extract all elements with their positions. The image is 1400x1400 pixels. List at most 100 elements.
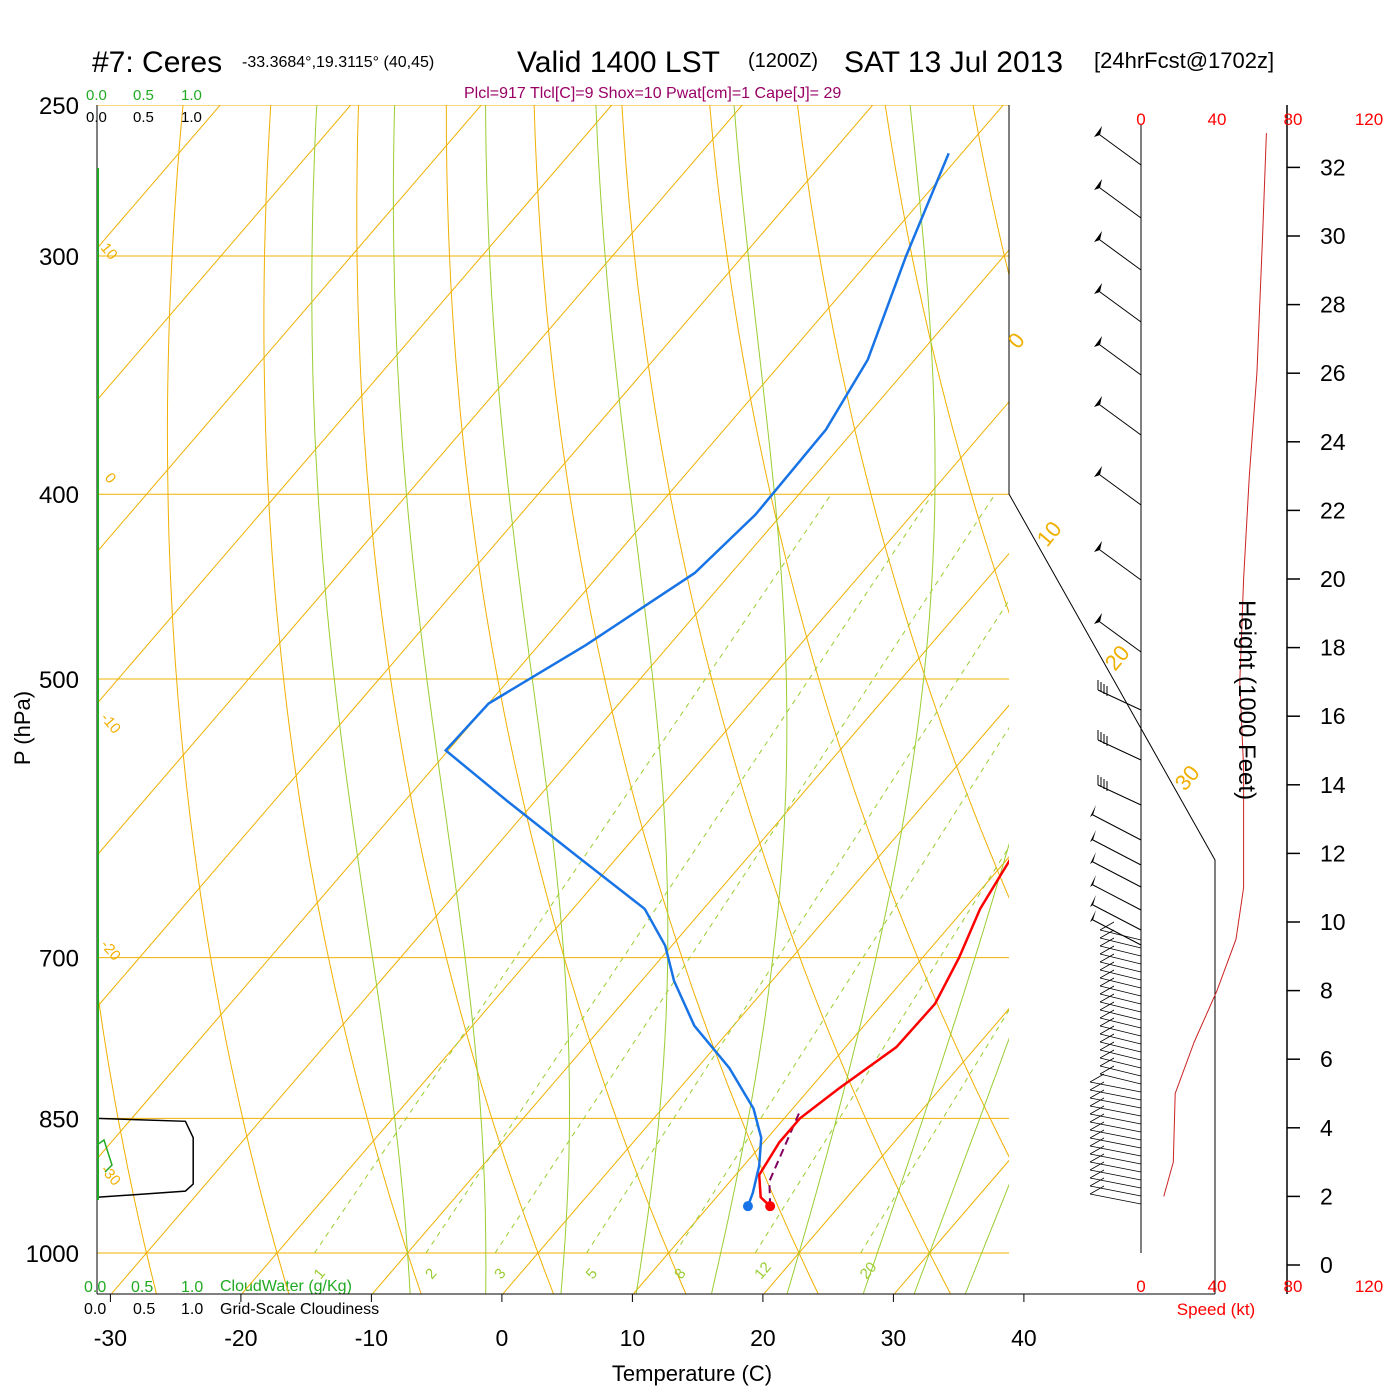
- wind-barb: [1099, 1025, 1142, 1037]
- x-tick-label: 30: [881, 1325, 907, 1351]
- isotherm-line: [1156, 71, 1400, 1293]
- wind-feather: [1089, 1073, 1105, 1083]
- cloudwater-label: CloudWater (g/Kg): [220, 1278, 352, 1295]
- cloudiness-profile: [96, 168, 194, 1200]
- dry-adiabat: [166, 105, 290, 1294]
- wind-feather: [1099, 945, 1115, 955]
- cw-bot-tick-2: 1.0: [181, 1279, 203, 1296]
- wind-feather: [1089, 1177, 1105, 1187]
- wind-barbs: [1089, 126, 1142, 1205]
- station-coords: -33.3684°,19.3115° (40,45): [242, 54, 434, 71]
- mixing-ratio-line: [314, 493, 832, 1254]
- wind-feather: [1089, 1081, 1105, 1091]
- moist-adiabat: [965, 1183, 1009, 1294]
- wind-barb: [1097, 689, 1142, 711]
- wind-feather: [1099, 1025, 1115, 1035]
- cloudwater-line: [96, 1138, 113, 1173]
- dry-adiabat: [1054, 71, 1400, 1293]
- isotherm-label: 10: [97, 240, 121, 264]
- dry-adiabat: [972, 105, 1009, 278]
- surface-dewpoint-dot: [742, 1201, 753, 1212]
- wind-barb: [1089, 1169, 1142, 1181]
- isotherm-line: [97, 105, 221, 250]
- wind-pennant: [1094, 283, 1102, 294]
- temperature-line: [757, 858, 1009, 1208]
- height-tick-label: 26: [1320, 360, 1346, 386]
- x-tick-label: -30: [94, 1325, 127, 1351]
- wind-pennant: [1090, 852, 1096, 864]
- height-tick-label: 14: [1320, 772, 1346, 798]
- mixing-ratio-label: 3: [491, 1265, 509, 1282]
- isotherm-label: 0: [101, 470, 119, 487]
- isotherm-line: [633, 856, 1009, 1294]
- wind-barb: [1099, 474, 1142, 506]
- moist-adiabat: [711, 105, 788, 1294]
- moist-adiabat: [913, 1037, 1009, 1294]
- wind-barb: [1092, 861, 1142, 888]
- wind-barb: [1099, 929, 1142, 941]
- wind-barb: [1099, 961, 1142, 973]
- height-tick-label: 20: [1320, 566, 1346, 592]
- isotherm-line: [1025, 71, 1400, 1293]
- isotherm-line: [241, 401, 1009, 1294]
- height-tick-label: 0: [1320, 1252, 1333, 1278]
- wind-barb: [1089, 1161, 1142, 1173]
- wind-barb: [1099, 1057, 1142, 1069]
- wind-barb: [1097, 739, 1142, 761]
- isotherm-line: [97, 105, 613, 705]
- skewt-grid: 1 2 3 5 8 12 20: [0, 71, 1400, 1294]
- station-title: #7: Ceres: [92, 46, 222, 79]
- dry-adiabat: [533, 105, 819, 1294]
- x-tick-label: 0: [495, 1325, 508, 1351]
- isotherm-line: [763, 1008, 1009, 1294]
- p-tick-label: 500: [39, 667, 79, 694]
- p-tick-label: 250: [39, 93, 79, 120]
- cw-bot-tick-0: 0.0: [84, 1279, 106, 1296]
- cloudiness-bottom-ticks: 0.0 0.5 1.0 Grid-Scale Cloudiness: [84, 1301, 379, 1318]
- dry-adiabat: [356, 105, 554, 1294]
- cloudiness-label: Grid-Scale Cloudiness: [220, 1301, 379, 1318]
- wind-barb: [1099, 344, 1142, 376]
- height-axis-title: Height (1000 Feet): [1233, 600, 1260, 800]
- wind-barb: [1099, 1049, 1142, 1061]
- wind-feather: [1099, 1033, 1115, 1043]
- wind-feather: [1089, 1129, 1105, 1139]
- dry-adiabat: [0, 71, 24, 1293]
- dry-adiabat: [1141, 71, 1400, 1293]
- valid-time: Valid 1400 LST: [517, 46, 720, 79]
- wind-barb: [1089, 1145, 1142, 1157]
- wind-barb: [1099, 953, 1142, 965]
- isotherm-line: [502, 704, 1009, 1294]
- wind-pennant: [1094, 396, 1102, 407]
- dry-adiabat: [884, 105, 1009, 614]
- cw-top-tick-2: 1.0: [181, 87, 202, 104]
- wind-barb: [1099, 291, 1142, 323]
- wind-feather: [1099, 953, 1115, 963]
- isotherm-line: [97, 105, 743, 857]
- p-tick-label: 850: [39, 1106, 79, 1133]
- x-tick-label: -20: [224, 1325, 257, 1351]
- wind-feather: [1089, 1161, 1105, 1171]
- wind-feather: [1089, 1121, 1105, 1131]
- cloudiness-top-ticks: 0.0 0.5 1.0: [86, 109, 202, 126]
- wind-barb: [1089, 1089, 1142, 1101]
- mixing-ratio-line: [754, 846, 1009, 1254]
- wind-barb: [1099, 1001, 1142, 1013]
- wind-feather: [1099, 1017, 1115, 1027]
- wind-barb: [1089, 1193, 1142, 1205]
- mixing-ratio-line: [494, 493, 996, 1254]
- isotherm-label: -10: [97, 710, 124, 738]
- cw-top-tick-1: 0.5: [133, 87, 154, 104]
- wind-barb: [1089, 1185, 1142, 1197]
- wind-barb: [1099, 621, 1142, 653]
- wind-barb: [1089, 1153, 1142, 1165]
- wind-speed-line: [1163, 133, 1267, 1197]
- wind-barb: [1099, 1073, 1142, 1085]
- wind-barb: [1089, 1105, 1142, 1117]
- wind-barb: [1099, 1033, 1142, 1045]
- wind-barb: [1089, 1137, 1142, 1149]
- wind-barb: [1099, 945, 1142, 957]
- mixing-ratio-line: [586, 599, 1009, 1254]
- wind-feather: [1099, 985, 1115, 995]
